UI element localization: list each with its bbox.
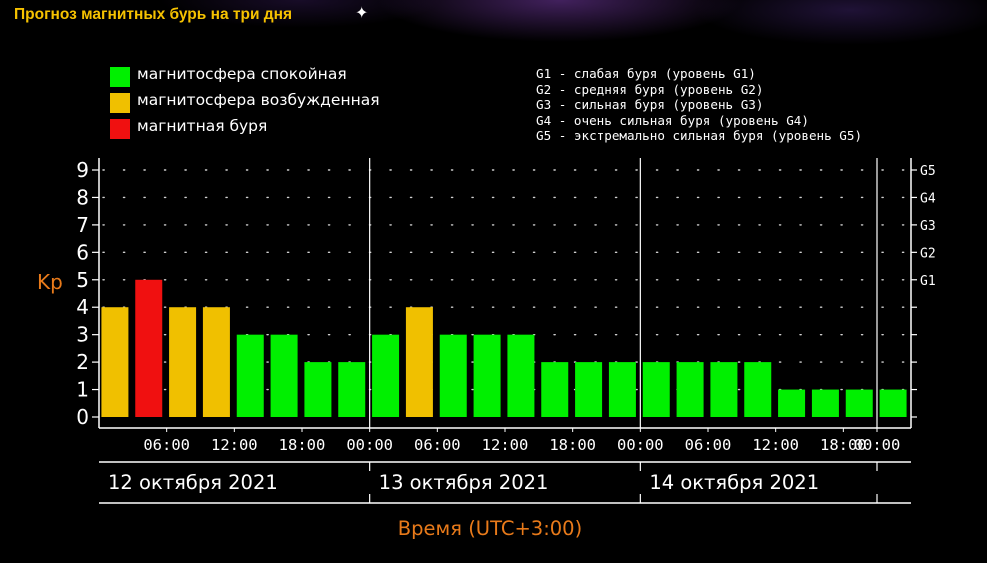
legend-label-storm: магнитная буря <box>137 117 268 135</box>
time-tick-label: 00:00 <box>346 436 393 454</box>
storm-level-g3: G3 - сильная буря (уровень G3) <box>536 97 764 112</box>
kp-bar <box>270 334 298 417</box>
storm-level-g1: G1 - слабая буря (уровень G1) <box>536 66 756 81</box>
kp-bar <box>236 334 264 417</box>
y-axis-label: Kp <box>37 270 63 294</box>
time-tick-label: 00:00 <box>854 436 901 454</box>
time-tick-label: 06:00 <box>685 436 732 454</box>
day-label: 14 октября 2021 <box>649 471 819 494</box>
kp-bar <box>202 307 230 417</box>
y-tick-label: 5 <box>76 268 89 292</box>
time-tick-label: 18:00 <box>549 436 596 454</box>
time-tick-label: 12:00 <box>752 436 799 454</box>
day-label: 12 октября 2021 <box>108 471 278 494</box>
y-tick-label: 6 <box>76 240 89 264</box>
kp-bar <box>135 279 163 417</box>
y-tick-label: 8 <box>76 185 89 209</box>
time-tick-label: 12:00 <box>482 436 529 454</box>
day-label: 13 октября 2021 <box>379 471 549 494</box>
kp-bar <box>405 307 433 417</box>
x-axis-label: Время (UTC+3:00) <box>398 517 582 540</box>
y-tick-label: 4 <box>76 295 89 319</box>
time-tick-label: 00:00 <box>617 436 664 454</box>
kp-bar <box>744 362 772 417</box>
kp-bar <box>473 334 501 417</box>
y-tick-label: 0 <box>76 405 89 429</box>
kp-bar <box>879 389 907 417</box>
time-tick-label: 06:00 <box>414 436 461 454</box>
sparkle-star-icon: ✦ <box>355 3 369 22</box>
time-tick-label: 12:00 <box>211 436 258 454</box>
time-tick-label: 06:00 <box>143 436 190 454</box>
kp-bar <box>304 362 332 417</box>
page-title: Прогноз магнитных бурь на три дня <box>14 6 293 23</box>
legend-label-excited: магнитосфера возбужденная <box>137 91 380 109</box>
kp-bar <box>338 362 366 417</box>
legend-swatch-calm <box>110 67 130 87</box>
kp-bar <box>575 362 603 417</box>
kp-bar <box>169 307 197 417</box>
g-level-label: G1 <box>920 274 936 289</box>
legend-swatch-storm <box>110 119 130 139</box>
kp-bar <box>676 362 704 417</box>
kp-bar <box>372 334 400 417</box>
g-level-label: G5 <box>920 164 936 179</box>
storm-level-g5: G5 - экстремально сильная буря (уровень … <box>536 128 863 143</box>
storm-level-g2: G2 - средняя буря (уровень G2) <box>536 81 764 97</box>
y-tick-label: 3 <box>76 323 89 347</box>
kp-bar <box>642 362 670 417</box>
y-tick-label: 7 <box>76 213 89 237</box>
time-tick-label: 18:00 <box>820 436 867 454</box>
kp-bar <box>439 334 467 417</box>
night-sky-background <box>0 0 987 70</box>
kp-bar <box>608 362 636 417</box>
kp-bar <box>541 362 569 417</box>
kp-bar <box>101 307 129 417</box>
y-tick-label: 2 <box>76 350 89 374</box>
g-level-label: G4 <box>920 191 936 206</box>
g-level-label: G2 <box>920 246 936 261</box>
kp-bar <box>507 334 535 417</box>
legend-label-calm: магнитосфера спокойная <box>137 65 347 83</box>
time-tick-label: 18:00 <box>279 436 326 454</box>
kp-bar <box>811 389 839 417</box>
kp-bar <box>845 389 873 417</box>
y-tick-label: 9 <box>76 158 89 182</box>
storm-level-g4: G4 - очень сильная буря (уровень G4) <box>536 112 809 128</box>
kp-bar <box>778 389 806 417</box>
kp-bar <box>710 362 738 417</box>
storm-level-legend: G1 - слабая буря (уровень G1) G2 - средн… <box>536 66 862 144</box>
g-level-label: G3 <box>920 219 936 234</box>
y-tick-label: 1 <box>76 378 89 402</box>
legend-swatch-excited <box>110 93 130 113</box>
